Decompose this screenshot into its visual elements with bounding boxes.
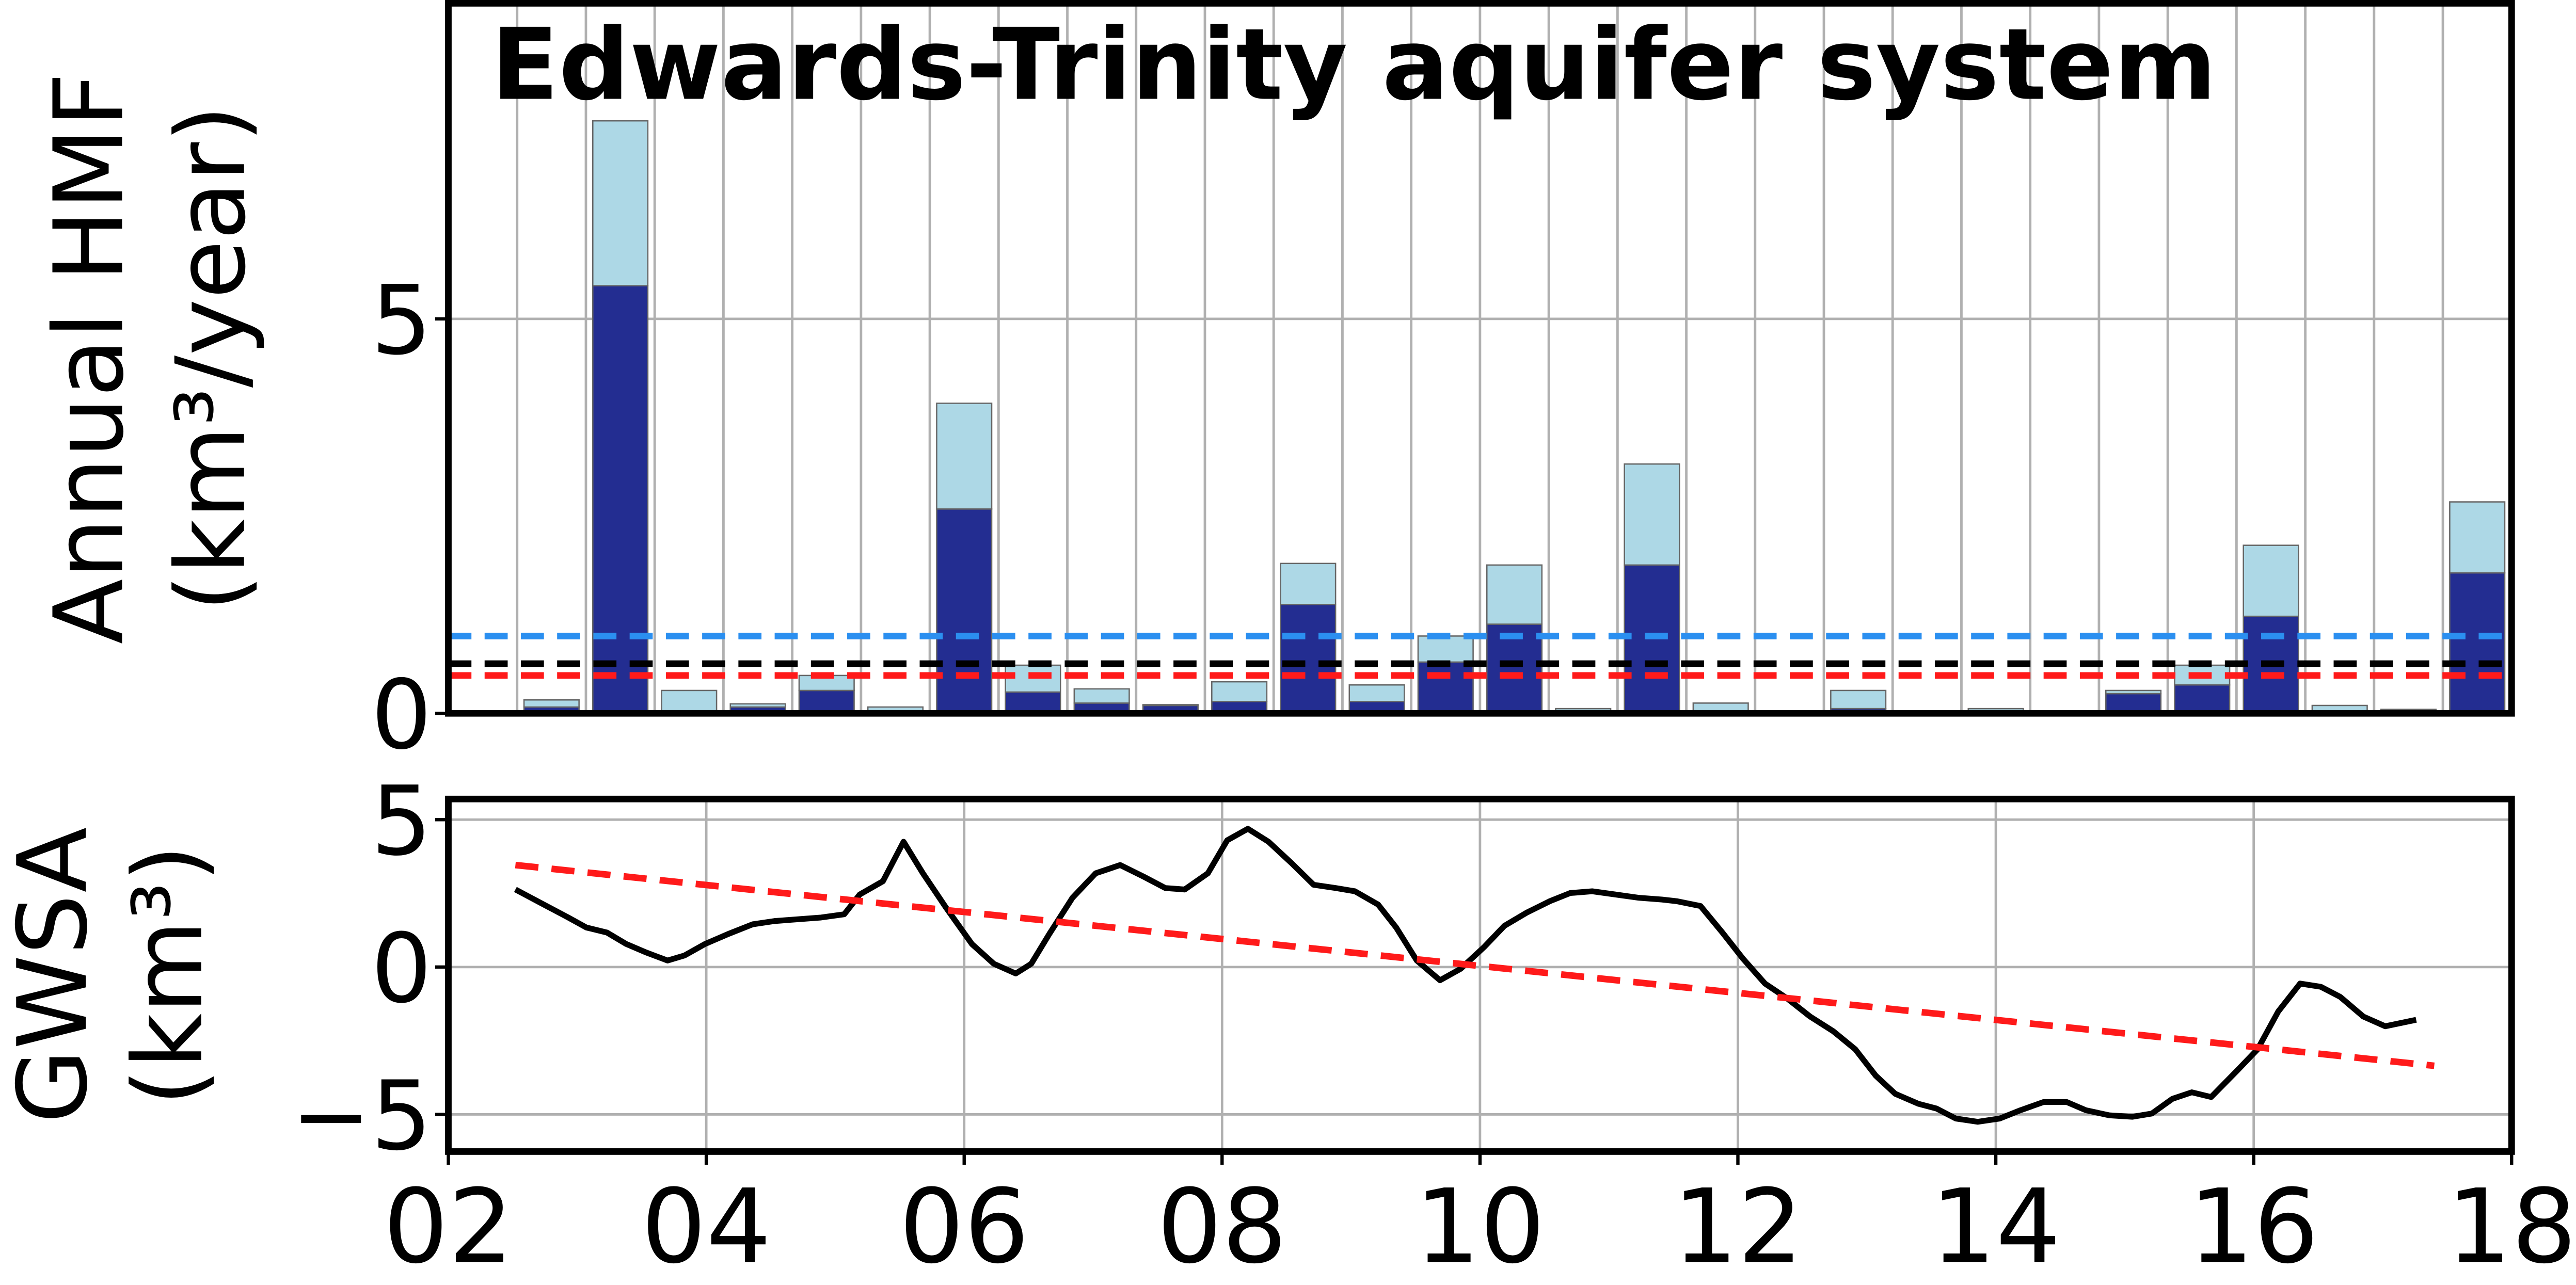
bar-segment bbox=[2449, 501, 2506, 574]
bar-segment bbox=[2243, 544, 2299, 617]
y-tick-label: 5 bbox=[371, 765, 432, 877]
bar-segment bbox=[936, 508, 993, 714]
bar-segment bbox=[1348, 684, 1405, 702]
bar-segment bbox=[523, 699, 580, 708]
x-tick-label: 16 bbox=[2189, 1167, 2319, 1285]
bar-segment bbox=[1005, 691, 1061, 714]
y-tick-label: −5 bbox=[291, 1060, 432, 1171]
y-tick-label: 5 bbox=[371, 265, 432, 376]
x-tick-label: 06 bbox=[899, 1167, 1029, 1285]
bar-segment bbox=[1211, 681, 1268, 702]
y-axis-label: (km³) bbox=[113, 845, 224, 1106]
bar-segment bbox=[1417, 635, 1474, 663]
bar-segment bbox=[798, 689, 855, 714]
bar-segment bbox=[1280, 563, 1337, 605]
x-tick-label: 18 bbox=[2446, 1167, 2576, 1285]
bar-segment bbox=[661, 689, 718, 714]
bar-segment bbox=[1142, 704, 1199, 706]
bar-segment bbox=[936, 403, 993, 510]
bar-segment bbox=[1280, 604, 1337, 714]
y-tick-label: 0 bbox=[371, 659, 432, 770]
bar-segment bbox=[2449, 572, 2506, 714]
bar-segment bbox=[1486, 564, 1543, 625]
bar-segment bbox=[1417, 661, 1474, 714]
data-line bbox=[514, 826, 2417, 1125]
bar-segment bbox=[1624, 463, 1680, 566]
x-tick-label: 04 bbox=[641, 1167, 771, 1285]
bar-segment bbox=[2105, 689, 2162, 695]
bar-segment bbox=[1073, 688, 1130, 704]
chart-title: Edwards-Trinity aquifer system bbox=[491, 8, 2217, 123]
data-line bbox=[515, 861, 2435, 1069]
bar-segment bbox=[2174, 684, 2231, 714]
bar-segment bbox=[592, 120, 649, 286]
x-tick-label: 08 bbox=[1157, 1167, 1287, 1285]
bar-segment bbox=[729, 703, 786, 708]
x-tick-label: 14 bbox=[1931, 1167, 2061, 1285]
y-axis-label: (km³/year) bbox=[155, 105, 267, 612]
plot-frame bbox=[445, 795, 2515, 1155]
x-tick-label: 10 bbox=[1415, 1167, 1545, 1285]
y-tick-label: 0 bbox=[371, 913, 432, 1024]
bar-segment bbox=[1830, 689, 1887, 710]
plot-frame bbox=[445, 0, 2515, 717]
x-tick-label: 12 bbox=[1673, 1167, 1803, 1285]
y-axis-label: GWSA bbox=[0, 827, 108, 1123]
x-tick-label: 02 bbox=[384, 1167, 514, 1285]
y-axis-label: Annual HMF bbox=[33, 72, 145, 644]
bar-segment bbox=[592, 285, 649, 714]
